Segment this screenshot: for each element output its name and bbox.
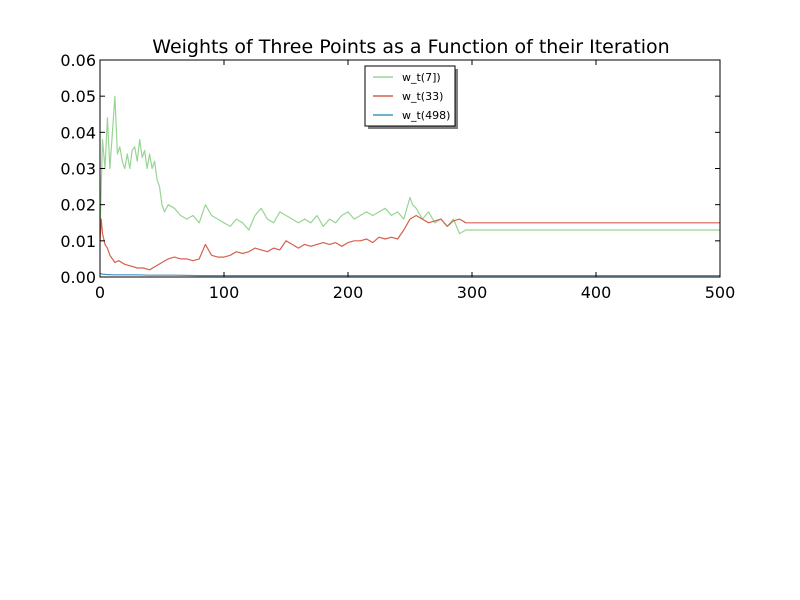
plot-lines [99,95,720,277]
y-tick-label: 0.05 [60,87,96,106]
legend-label-1: w_t(33) [402,90,443,103]
y-tick-label: 0.03 [60,160,96,179]
x-tick-label: 0 [95,283,105,302]
legend-label-2: w_t(498) [402,109,450,122]
y-tick-label: 0.01 [60,232,96,251]
legend: w_t(7]) w_t(33) w_t(498) [364,65,458,129]
y-tick-label: 0.02 [60,196,96,215]
series-line-0 [99,95,720,235]
series-line-1 [99,214,720,271]
axis-ticks: 0 100 200 300 400 500 0.00 0.01 0.02 0.03 0.04 0.05… [60,51,735,302]
chart-title: Weights of Three Points as a Function of… [152,36,669,58]
legend-label-0: w_t(7]) [402,71,441,84]
y-tick-label: 0.04 [60,123,96,142]
x-tick-label: 100 [209,283,240,302]
y-tick-label: 0.00 [60,268,96,287]
y-tick-label: 0.06 [60,51,96,70]
x-tick-label: 500 [705,283,736,302]
x-tick-label: 300 [457,283,488,302]
x-tick-label: 400 [581,283,612,302]
x-tick-label: 200 [333,283,364,302]
series-line-2 [99,272,720,277]
